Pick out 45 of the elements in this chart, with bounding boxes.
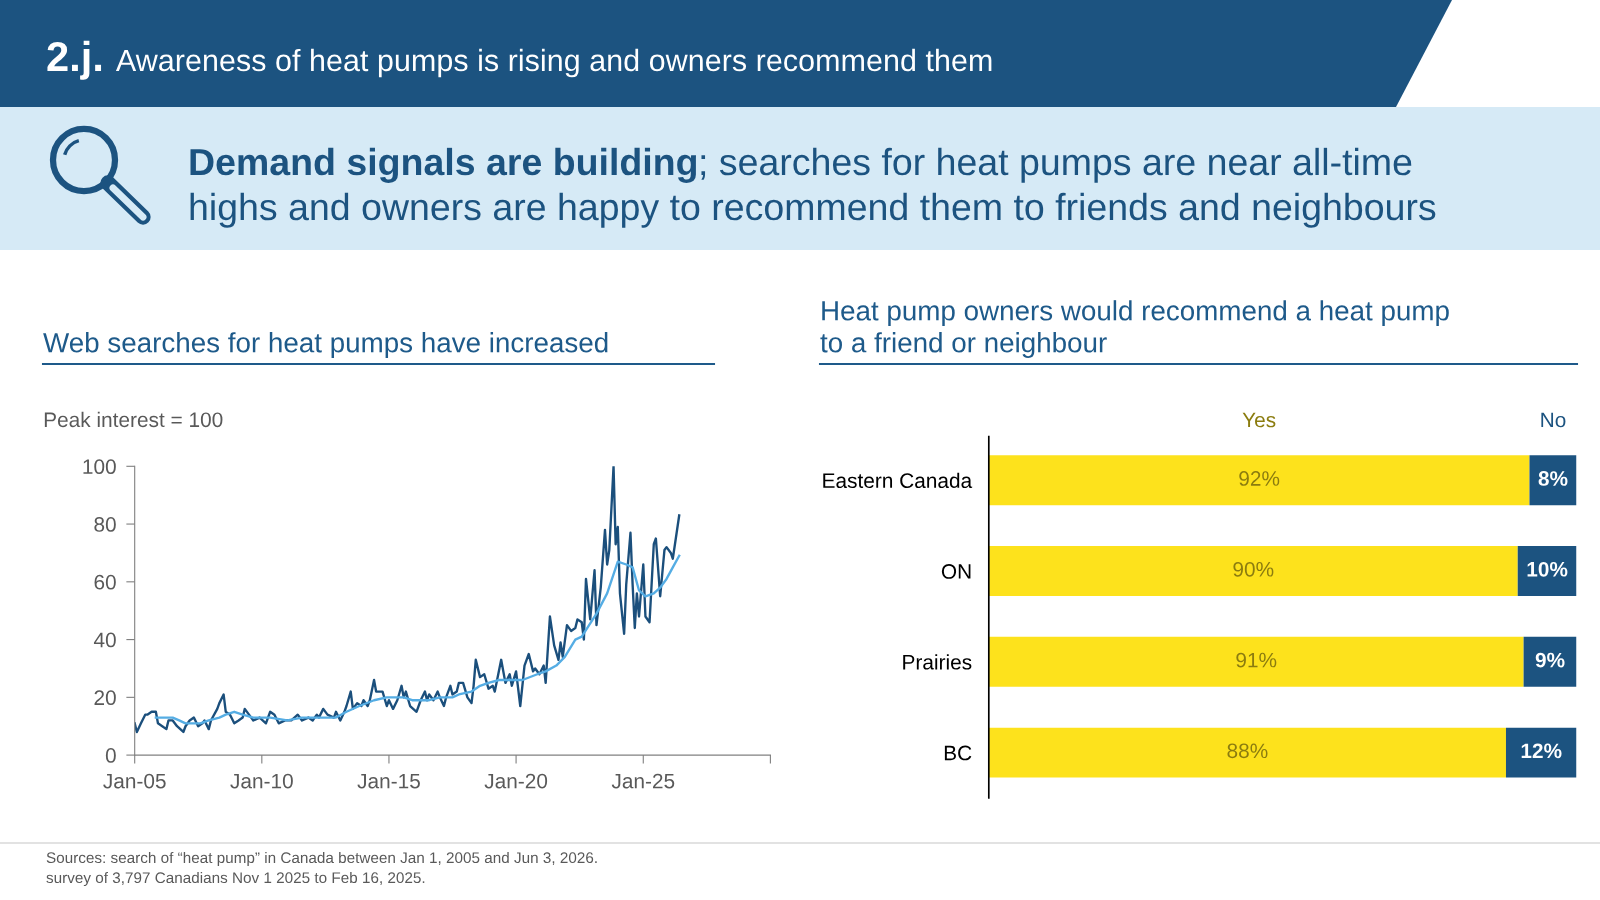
x-tick-label: Jan-15	[357, 773, 420, 789]
text: Awareness of heat pumps is rising and owners recommend them	[115, 48, 992, 78]
data-label: 88%	[1227, 743, 1268, 759]
text: 2.j.	[47, 40, 102, 80]
y-tick-label: Eastern Canada	[823, 472, 973, 489]
text: Demand signals are building	[190, 147, 697, 183]
y-tick-label: BC	[944, 745, 972, 761]
y-tick-label: 40	[93, 632, 116, 648]
bar	[988, 455, 1530, 506]
bar	[1517, 546, 1577, 597]
y-tick-label: 60	[94, 574, 116, 590]
x-tick-label: Jan-05	[103, 773, 166, 789]
y-tick-label: Prairies	[903, 654, 972, 670]
chart-title: Heat pump owners would recommend a heat pump to a friend or neighbour	[820, 300, 1449, 358]
source-note: Sources: search of “heat pump” in Canada between Jan 1, 2005 and Jun 3, 2026.	[46, 851, 597, 867]
series-label: Yes	[1242, 412, 1276, 428]
x-tick-label: Jan-10	[230, 773, 293, 789]
y-tick-label: 0	[105, 748, 116, 763]
line-series	[134, 466, 681, 734]
y-tick-label: ON	[941, 564, 971, 579]
data-label: 8%	[1538, 471, 1568, 486]
bar	[988, 636, 1524, 687]
text: ; searches for heat pumps are near all-time	[701, 147, 1412, 183]
bar	[1505, 727, 1577, 778]
data-label: 9%	[1535, 652, 1565, 668]
bar	[988, 546, 1518, 597]
series-label: No	[1541, 412, 1566, 428]
x-tick-label: Jan-20	[484, 773, 548, 789]
line-series	[154, 554, 681, 725]
data-label: 12%	[1521, 743, 1562, 759]
y-axis-title: Peak interest = 100	[44, 411, 223, 428]
x-tick-label: Jan-25	[611, 773, 675, 789]
y-tick-label: 100	[83, 459, 116, 475]
text: survey of 3,797 Canadians Nov 1 2025 to Feb 16, 2025.	[46, 871, 425, 887]
data-label: 92%	[1239, 471, 1280, 486]
y-tick-label: 20	[94, 690, 116, 706]
chart-title: Web searches for heat pumps have increased	[43, 332, 608, 358]
bar	[1529, 455, 1577, 506]
data-label: 90%	[1233, 561, 1274, 577]
bar	[1523, 636, 1577, 687]
y-tick-label: 80	[94, 517, 116, 532]
data-label: 10%	[1527, 561, 1568, 577]
text: highs and owners are happy to recommend them to friends and neighbours	[190, 192, 1436, 228]
data-label: 91%	[1236, 652, 1277, 668]
bar	[988, 727, 1506, 778]
